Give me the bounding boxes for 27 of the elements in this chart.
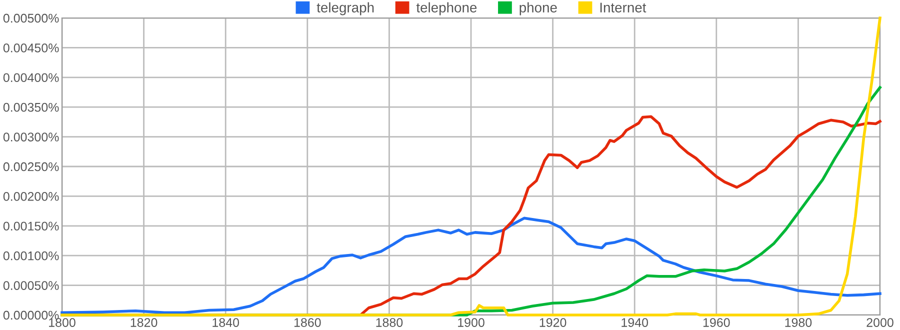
line-series — [60, 16, 882, 316]
y-tick-label: 0.00000% — [3, 310, 59, 320]
y-tick-label: 0.00200% — [3, 192, 59, 201]
y-tick-label: 0.00250% — [3, 162, 59, 172]
legend-label: phone — [520, 2, 557, 16]
y-tick-label: 0.00100% — [3, 251, 59, 260]
x-tick-label: 1960 — [703, 318, 730, 327]
x-tick-label: 1900 — [458, 318, 484, 327]
x-tick-label: 1840 — [212, 318, 240, 327]
x-tick-label: 1920 — [540, 318, 566, 327]
y-tick-label: 0.00050% — [3, 281, 59, 290]
y-tick-label: 0.00450% — [3, 44, 59, 52]
legend-label: telegraph — [316, 2, 374, 16]
y-tick-label: 0.00300% — [3, 132, 59, 142]
x-tick-label: 2000 — [866, 318, 894, 327]
y-tick-label: 0.00350% — [3, 102, 59, 112]
y-tick-label: 0.00400% — [3, 73, 59, 82]
x-tick-label: 1940 — [622, 318, 648, 327]
x-tick-label: 1820 — [130, 318, 158, 327]
x-tick-label: 1800 — [49, 318, 76, 327]
legend-label: telephone — [416, 2, 477, 16]
y-tick-label: 0.00150% — [3, 222, 59, 231]
legend-label: Internet — [600, 2, 646, 12]
x-tick-label: 1880 — [376, 318, 403, 327]
x-tick-label: 1980 — [785, 318, 812, 327]
x-tick-label: 1860 — [294, 318, 321, 327]
y-tick-label: 0.00500% — [3, 14, 59, 23]
